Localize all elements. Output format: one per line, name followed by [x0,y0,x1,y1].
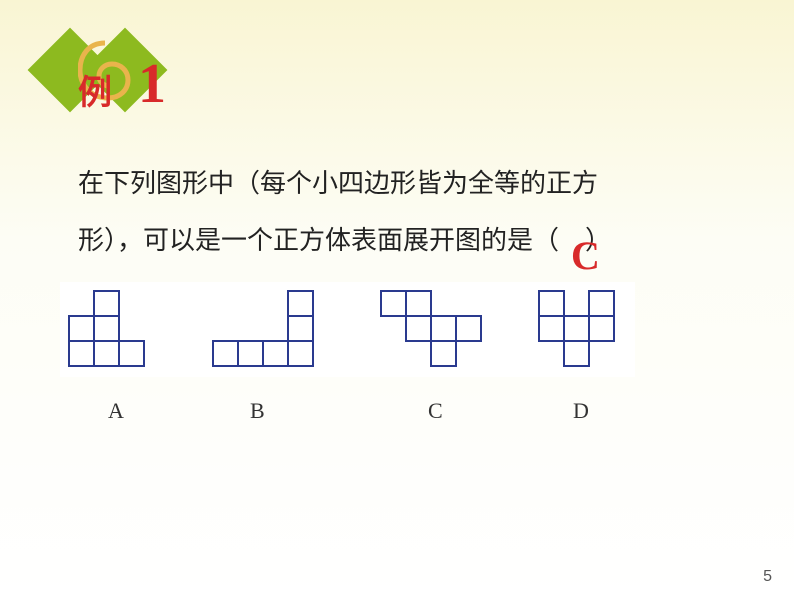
page-number: 5 [763,568,772,586]
figures-panel [60,282,635,377]
slide: 例 1 在下列图形中（每个小四边形皆为全等的正方 形），可以是一个正方体表面展开… [0,0,794,596]
example-header: 例 1 [30,10,230,130]
example-number: 1 [138,52,166,116]
answer-text: C [571,232,600,279]
label-d: D [573,398,589,424]
label-c: C [428,398,443,424]
figure-c [380,290,482,367]
figure-d [538,290,615,367]
figure-a [68,290,145,367]
question-line1: 在下列图形中（每个小四边形皆为全等的正方 [78,155,658,212]
example-label: 例 [78,65,112,114]
label-b: B [250,398,265,424]
label-a: A [108,398,124,424]
figure-b [212,290,314,367]
